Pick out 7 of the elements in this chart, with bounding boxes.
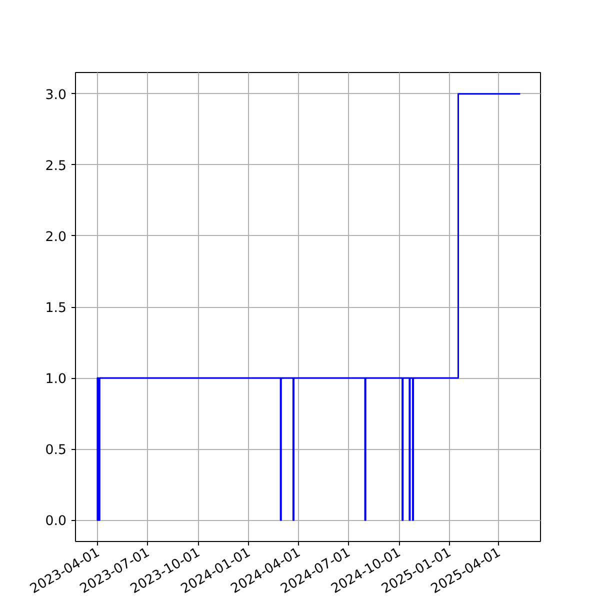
- y-tick-label: 0.5: [45, 443, 67, 458]
- y-tick-label: 1.0: [45, 372, 67, 388]
- y-tick-label: 3.0: [45, 88, 67, 103]
- y-tick-label: 2.0: [45, 230, 67, 245]
- y-tick-label: 0.0: [45, 514, 67, 530]
- y-tick-label: 1.5: [45, 301, 67, 316]
- y-tick-label: 2.5: [45, 158, 67, 174]
